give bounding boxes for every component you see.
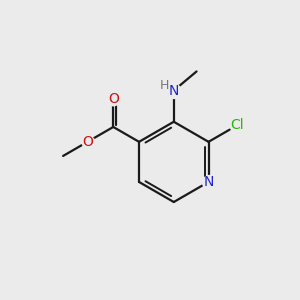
Text: O: O: [82, 135, 93, 149]
Text: O: O: [108, 92, 119, 106]
Text: H: H: [160, 79, 169, 92]
Text: N: N: [203, 175, 214, 189]
Text: N: N: [169, 84, 179, 98]
Text: Cl: Cl: [230, 118, 244, 133]
